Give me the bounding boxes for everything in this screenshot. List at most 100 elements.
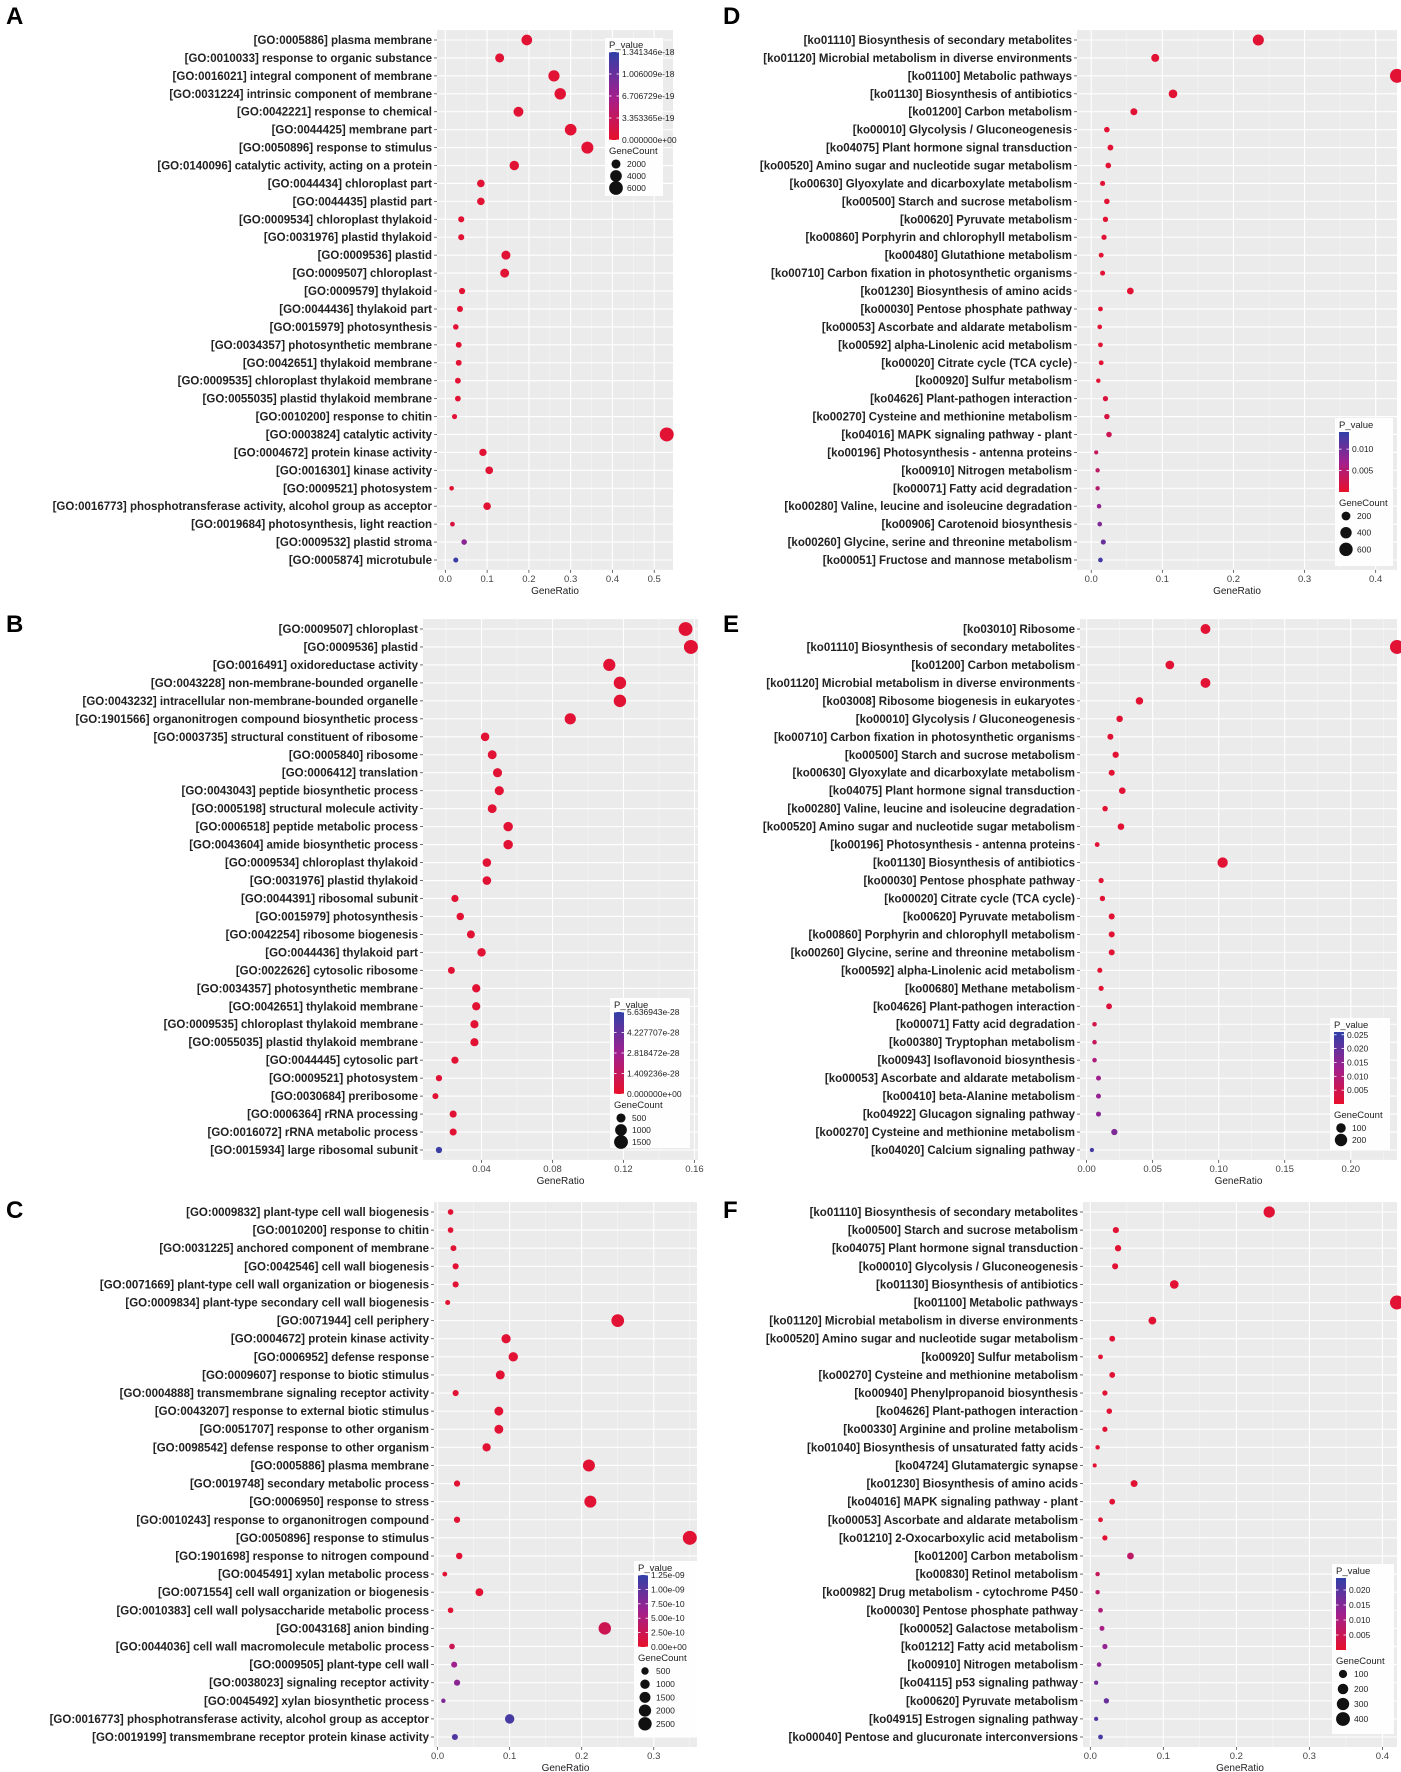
data-point	[501, 250, 511, 260]
data-point	[1108, 949, 1115, 956]
data-point	[447, 1209, 454, 1215]
term-label: [ko00010] Glycolysis / Gluconeogenesis	[856, 714, 1075, 726]
pvalue-legend-title: P_value	[638, 1563, 672, 1574]
data-point	[1112, 1227, 1119, 1234]
data-point	[503, 839, 513, 850]
genecount-legend-dot	[609, 181, 623, 195]
data-point	[1118, 787, 1126, 795]
term-label: [ko03008] Ribosome biogenesis in eukaryo…	[823, 696, 1075, 708]
term-label: [ko00260] Glycine, serine and threonine …	[788, 537, 1072, 549]
data-point	[449, 1643, 455, 1650]
data-point	[447, 966, 455, 974]
data-point	[1094, 1680, 1099, 1685]
data-point	[494, 1424, 504, 1434]
data-point	[458, 234, 465, 241]
data-point	[1102, 805, 1108, 812]
data-point	[483, 502, 491, 510]
term-label: [ko00940] Phenylpropanoid biosynthesis	[854, 1388, 1078, 1400]
x-axis-title: GeneRatio	[531, 586, 579, 597]
panel-c: C 0.0 0.1 0.2 0.3 [GO:0009832] plant-type cel…	[6, 1197, 698, 1772]
pvalue-legend-label: 0.010	[1352, 444, 1374, 454]
data-point	[1217, 857, 1228, 868]
x-tick-label: 0.1	[1157, 1751, 1170, 1762]
panel-e: E 0.00 0.05 0.10 0.15 0.20 [ko03010] Ribosome […	[723, 611, 1401, 1187]
term-label: [ko00270] Cysteine and methionine metabo…	[816, 1127, 1075, 1139]
term-label: [GO:0071554] cell wall organization or b…	[158, 1587, 429, 1599]
term-label: [GO:0010033] response to organic substan…	[185, 53, 432, 65]
data-point	[477, 197, 485, 206]
pvalue-legend-title: P_value	[1334, 1020, 1368, 1031]
term-label: [GO:0005874] microtubule	[289, 555, 432, 567]
data-point	[455, 359, 462, 366]
data-point	[495, 1370, 505, 1380]
data-point	[1104, 126, 1110, 133]
data-point	[1130, 108, 1138, 116]
term-label: [ko00280] Valine, leucine and isoleucine…	[787, 804, 1075, 816]
panel-d: D 0.0 0.1 0.2 0.3 0.4 [ko01110] Biosynthesis o…	[723, 3, 1401, 597]
genecount-legend-label: 200	[1357, 511, 1371, 521]
data-point	[1127, 1552, 1134, 1560]
term-label: [GO:0043228] non-membrane-bounded organe…	[151, 678, 418, 690]
pvalue-colorbar	[609, 52, 619, 140]
data-point	[452, 1281, 459, 1288]
data-point	[450, 521, 455, 527]
pvalue-legend-label: 2.50e-10	[651, 1628, 685, 1638]
term-label: [ko01200] Carbon metabolism	[914, 1551, 1078, 1563]
data-point	[548, 70, 560, 82]
term-label: [GO:0016072] rRNA metabolic process	[208, 1127, 419, 1139]
term-label: [GO:0009832] plant-type cell wall biogen…	[186, 1207, 429, 1219]
data-point	[480, 732, 490, 742]
pvalue-legend-label: 7.50e-10	[651, 1599, 685, 1609]
term-label: [ko04075] Plant hormone signal transduct…	[829, 786, 1075, 798]
term-label: [ko01110] Biosynthesis of secondary meta…	[807, 642, 1075, 654]
data-point	[1094, 450, 1099, 455]
term-label: [ko00071] Fatty acid degradation	[896, 1019, 1075, 1031]
term-label: [GO:0004672] protein kinase activity	[231, 1334, 430, 1346]
data-point	[1114, 1245, 1122, 1252]
data-point	[449, 485, 454, 491]
data-point	[1092, 1039, 1097, 1045]
pvalue-legend-label: 2.818472e-28	[627, 1048, 680, 1058]
data-point	[1102, 1426, 1108, 1432]
data-point	[1106, 431, 1112, 438]
genecount-legend-label: 600	[1357, 544, 1371, 554]
term-label: [GO:0140096] catalytic activity, acting …	[157, 161, 432, 173]
term-label: [ko01212] Fatty acid metabolism	[901, 1641, 1078, 1653]
pvalue-legend-title: P_value	[1339, 420, 1373, 431]
term-label: [ko04115] p53 signaling pathway	[900, 1678, 1079, 1690]
term-label: [ko00860] Porphyrin and chlorophyll meta…	[809, 929, 1075, 941]
term-label: [ko01120] Microbial metabolism in divers…	[769, 1316, 1078, 1328]
data-point	[455, 1552, 463, 1560]
data-point	[521, 34, 533, 46]
term-label: [ko01230] Biosynthesis of amino acids	[866, 1479, 1078, 1491]
genecount-legend-label: 200	[1354, 1684, 1368, 1694]
x-tick-label: 0.00	[1077, 1164, 1096, 1175]
pvalue-legend-label: 0.005	[1347, 1085, 1369, 1095]
data-point	[472, 984, 481, 993]
term-label: [GO:0006952] defense response	[254, 1352, 429, 1364]
term-label: [GO:0045492] xylan biosynthetic process	[204, 1696, 429, 1708]
term-label: [GO:0009607] response to biotic stimulus	[202, 1370, 429, 1382]
term-label: [ko00620] Pyruvate metabolism	[906, 1696, 1078, 1708]
x-tick-label: 0.0	[1085, 574, 1098, 585]
term-label: [ko04020] Calcium signaling pathway	[871, 1145, 1075, 1157]
data-point	[682, 1530, 697, 1545]
x-tick-label: 0.05	[1143, 1164, 1162, 1175]
term-label: [GO:0050896] response to stimulus	[236, 1533, 429, 1545]
data-point	[1103, 1698, 1110, 1704]
data-point	[432, 1093, 439, 1100]
data-point	[1097, 521, 1103, 527]
term-label: [GO:0010200] response to chitin	[253, 1225, 429, 1237]
term-label: [ko00910] Nitrogen metabolism	[907, 1660, 1078, 1672]
term-label: [ko00910] Nitrogen metabolism	[901, 465, 1072, 477]
genecount-legend-label: 1000	[656, 1679, 675, 1689]
data-point	[1200, 624, 1211, 634]
data-point	[1099, 1625, 1105, 1631]
data-point	[451, 1733, 458, 1741]
pvalue-colorbar	[614, 1012, 624, 1094]
term-label: [ko00710] Carbon fixation in photosynthe…	[771, 268, 1072, 280]
pvalue-legend-label: 0.010	[1347, 1071, 1369, 1081]
genecount-legend-label: 400	[1354, 1714, 1368, 1724]
